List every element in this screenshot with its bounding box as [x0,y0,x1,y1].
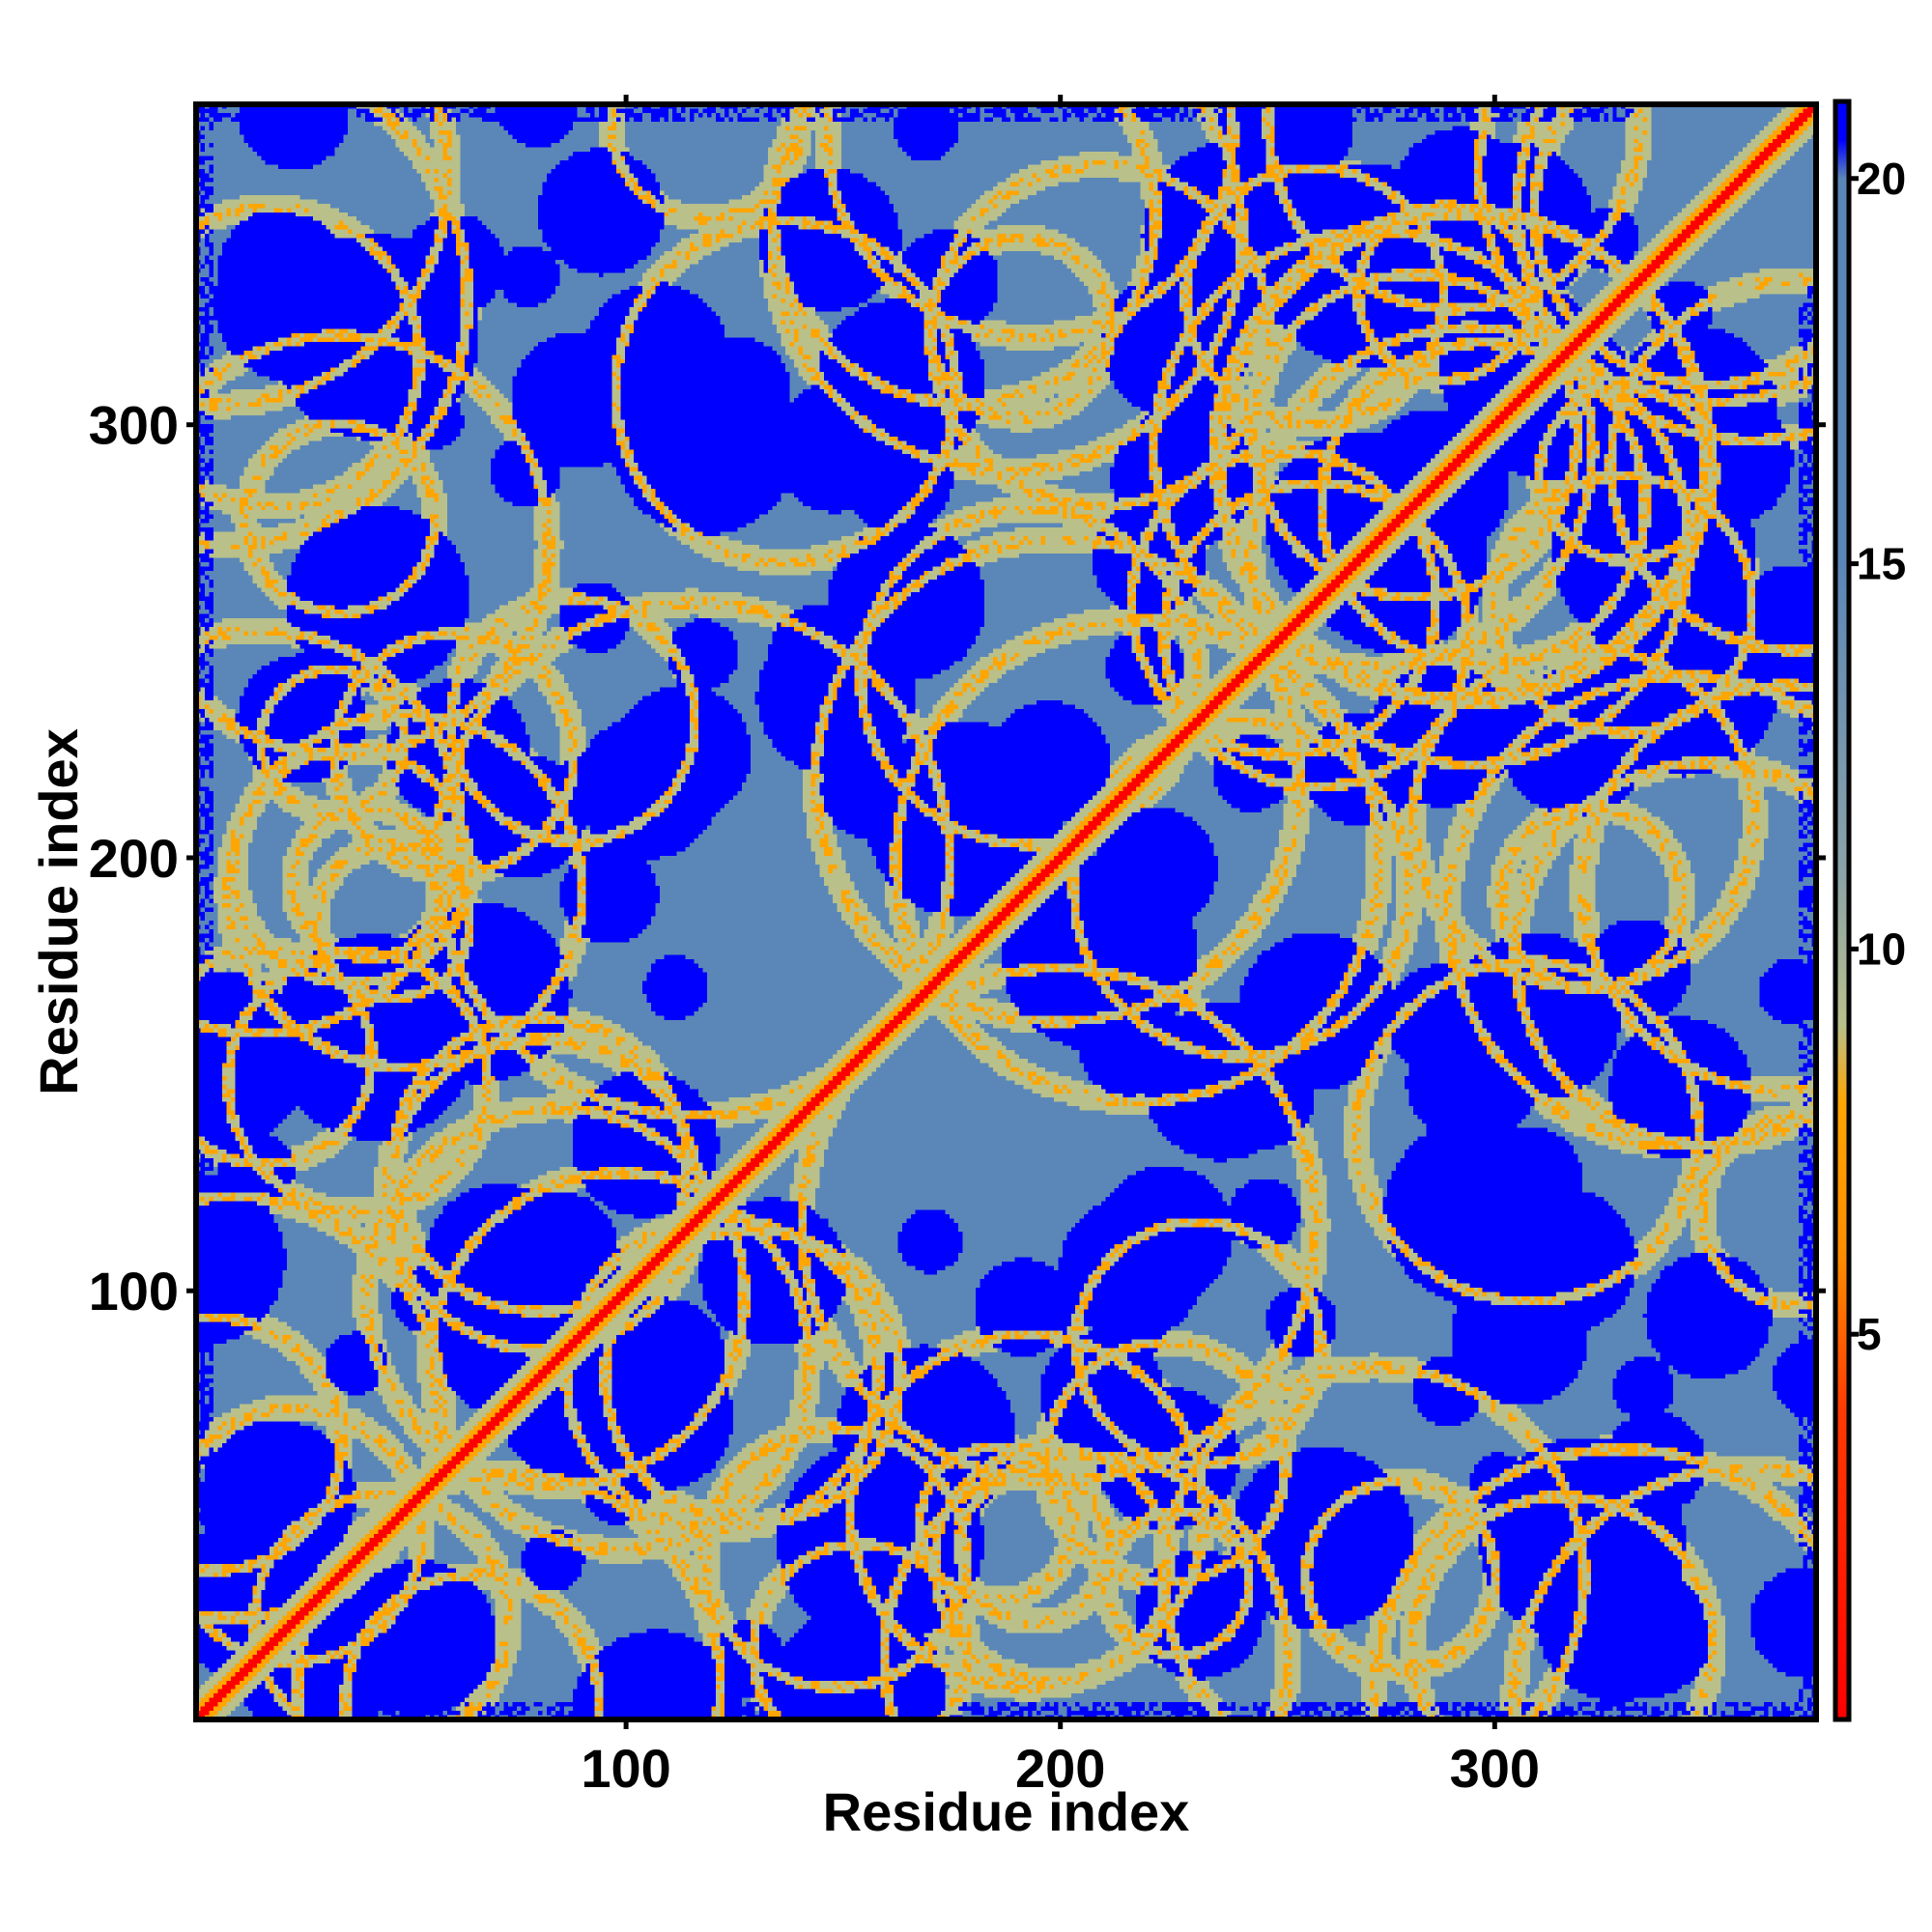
heatmap-cells [196,104,1816,1719]
x-axis: 100 200 300 [581,95,1540,1799]
y-tick-label: 100 [89,1261,179,1321]
x-tick-label: 100 [581,1738,670,1799]
y-axis: 100 200 300 [89,395,1826,1321]
colorbar-tick-label: 10 [1857,923,1906,974]
y-tick-label: 300 [89,395,179,456]
heatmap-image [196,104,1816,1719]
x-tick-label: 200 [1015,1738,1105,1799]
colorbar [1833,99,1852,1722]
colorbar-tick-label: 15 [1857,539,1906,589]
x-tick-label: 300 [1450,1738,1540,1799]
colorbar-ticks: 5 10 15 20 [1849,154,1906,1359]
colorbar-tick-label: 5 [1857,1309,1882,1359]
x-axis-title: Residue index [823,1781,1190,1842]
colorbar-tick-label: 20 [1857,154,1906,204]
y-axis-title: Residue index [28,728,89,1095]
y-tick-label: 200 [89,828,179,889]
plot-frame [193,101,1819,1722]
